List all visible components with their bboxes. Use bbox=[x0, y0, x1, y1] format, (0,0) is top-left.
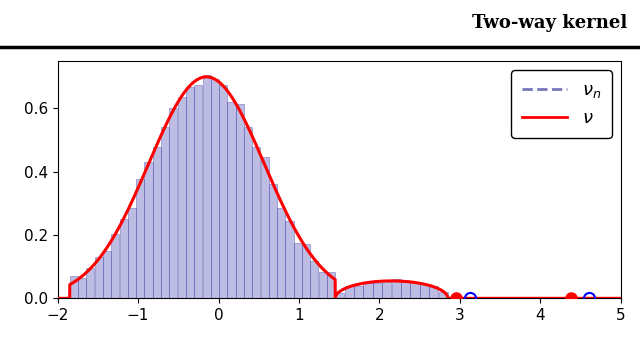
Bar bbox=[260, 157, 269, 298]
Bar bbox=[120, 219, 127, 298]
Bar bbox=[327, 272, 335, 298]
Bar bbox=[78, 278, 86, 298]
Bar bbox=[211, 79, 219, 298]
Bar bbox=[392, 279, 401, 298]
Legend: $\nu_n$, $\nu$: $\nu_n$, $\nu$ bbox=[511, 70, 612, 138]
Bar bbox=[364, 283, 372, 298]
Bar bbox=[136, 179, 144, 298]
Bar bbox=[438, 292, 448, 298]
Text: Two-way kernel: Two-way kernel bbox=[472, 14, 627, 32]
Bar bbox=[86, 268, 95, 298]
Bar bbox=[410, 282, 420, 298]
Bar bbox=[354, 286, 364, 298]
Bar bbox=[128, 208, 136, 298]
Bar bbox=[70, 276, 78, 298]
Bar bbox=[294, 243, 302, 298]
Bar bbox=[277, 207, 285, 298]
Bar bbox=[429, 286, 438, 298]
Bar bbox=[285, 221, 294, 298]
Bar bbox=[420, 284, 429, 298]
Bar bbox=[202, 75, 211, 298]
Bar bbox=[170, 108, 177, 298]
Bar bbox=[373, 283, 382, 298]
Bar bbox=[219, 85, 227, 298]
Bar bbox=[103, 251, 111, 298]
Bar bbox=[382, 280, 392, 298]
Bar bbox=[111, 234, 120, 298]
Bar bbox=[302, 244, 310, 298]
Bar bbox=[345, 286, 354, 298]
Bar bbox=[153, 147, 161, 298]
Bar bbox=[161, 127, 169, 298]
Bar bbox=[194, 84, 202, 298]
Bar bbox=[236, 104, 244, 298]
Bar bbox=[401, 282, 410, 298]
Bar bbox=[145, 162, 152, 298]
Bar bbox=[335, 293, 344, 298]
Bar bbox=[269, 184, 277, 298]
Bar bbox=[178, 97, 186, 298]
Bar bbox=[319, 272, 327, 298]
Bar bbox=[186, 86, 194, 298]
Bar bbox=[95, 258, 103, 298]
Bar bbox=[252, 147, 260, 298]
Bar bbox=[227, 102, 236, 298]
Bar bbox=[244, 127, 252, 298]
Bar bbox=[310, 261, 319, 298]
